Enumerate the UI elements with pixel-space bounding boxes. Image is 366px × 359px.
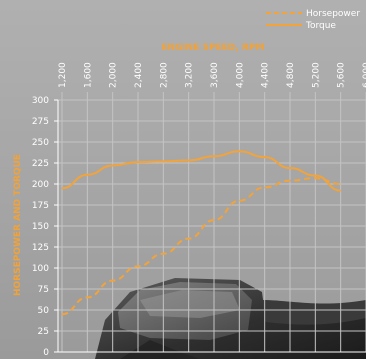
x-tick-label: 2,400: [134, 62, 144, 88]
data-point-horsepower: [137, 265, 139, 267]
x-tick-labels: 1,200 1,600 2,000 2,400 2,800 3,200 3,600 4,000…: [58, 62, 366, 88]
data-point-horsepower: [314, 177, 316, 179]
x-tick-label: 3,200: [185, 62, 195, 88]
y-tick-label: 100: [32, 264, 49, 274]
data-point-torque: [213, 155, 215, 157]
y-tick-label: 225: [32, 159, 49, 169]
x-tick-label: 4,400: [261, 62, 271, 88]
y-tick-label: 0: [43, 348, 49, 358]
x-tick-label: 5,600: [337, 62, 347, 88]
y-tick-label: 175: [32, 201, 49, 211]
data-point-torque: [162, 160, 164, 162]
x-tick-label: 2,800: [159, 62, 169, 88]
y-tick-label: 150: [32, 222, 49, 232]
x-tick-label: 4,800: [286, 62, 296, 88]
y-tick-label: 25: [38, 327, 49, 337]
y-axis-title: HORSEPOWER AND TORQUE: [13, 154, 23, 296]
data-point-torque: [238, 150, 240, 152]
data-point-horsepower: [289, 180, 291, 182]
y-tick-label: 200: [32, 180, 49, 190]
y-tick-label: 250: [32, 138, 49, 148]
data-point-horsepower: [264, 186, 266, 188]
data-point-horsepower: [112, 280, 114, 282]
data-point-torque: [340, 190, 342, 192]
engine-image: [95, 278, 366, 359]
data-point-horsepower: [188, 238, 190, 240]
y-tick-label: 300: [32, 96, 49, 106]
data-point-torque: [289, 167, 291, 169]
gridlines: [58, 92, 366, 352]
data-point-horsepower: [213, 219, 215, 221]
series-lines: [61, 150, 342, 316]
y-tick-label: 75: [38, 285, 49, 295]
y-tick-label: 275: [32, 117, 49, 127]
legend-label-horsepower: Horsepower: [306, 9, 360, 19]
x-tick-label: 1,200: [58, 62, 68, 88]
x-tick-label: 6,000: [362, 62, 366, 88]
legend: Horsepower Torque: [266, 9, 360, 31]
x-tick-label: 3,600: [210, 62, 220, 88]
data-point-torque: [61, 187, 63, 189]
x-tick-label: 2,000: [109, 62, 119, 88]
series-line-horsepower: [61, 177, 341, 316]
data-point-torque: [137, 161, 139, 163]
y-tick-label: 125: [32, 243, 49, 253]
legend-label-torque: Torque: [305, 21, 336, 31]
x-tick-label: 4,000: [235, 62, 245, 88]
x-axis-title: ENGINE SPEED, RPM: [161, 43, 264, 53]
data-point-torque: [314, 175, 316, 177]
x-tick-label: 5,200: [311, 62, 321, 88]
data-point-torque: [188, 159, 190, 161]
data-point-horsepower: [61, 313, 63, 315]
data-point-torque: [86, 174, 88, 176]
x-tick-label: 1,600: [83, 62, 93, 88]
data-point-horsepower: [162, 253, 164, 255]
data-point-torque: [112, 165, 114, 167]
data-point-horsepower: [238, 200, 240, 202]
data-point-torque: [264, 156, 266, 158]
y-tick-label: 50: [38, 306, 50, 316]
data-point-horsepower: [340, 183, 342, 185]
series-line-torque: [61, 150, 341, 192]
data-point-horsepower: [86, 296, 88, 298]
